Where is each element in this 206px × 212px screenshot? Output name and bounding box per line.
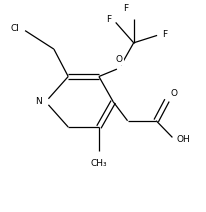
Text: F: F [162, 30, 167, 39]
Text: O: O [116, 55, 123, 64]
Text: O: O [171, 89, 178, 98]
Text: F: F [123, 4, 128, 13]
Text: F: F [106, 15, 111, 24]
Text: N: N [35, 97, 42, 106]
Text: CH₃: CH₃ [91, 159, 107, 168]
Text: Cl: Cl [10, 24, 19, 33]
Text: OH: OH [177, 135, 190, 144]
